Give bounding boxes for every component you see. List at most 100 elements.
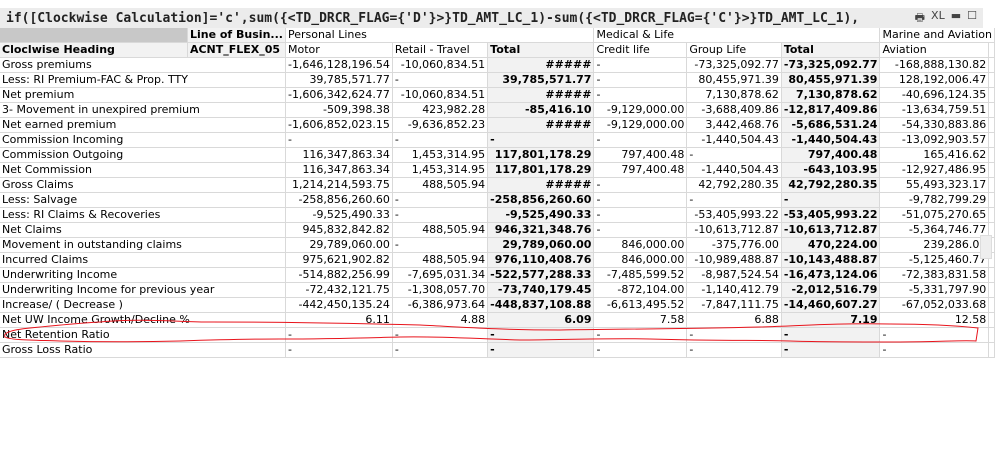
row-label[interactable]: Net Retention Ratio bbox=[0, 327, 286, 343]
row-label[interactable]: Net earned premium bbox=[0, 117, 286, 133]
row-label[interactable]: Gross Claims bbox=[0, 177, 286, 193]
value-cell: -10,060,834.51 bbox=[392, 87, 489, 103]
value-cell: -12,927,486.95 bbox=[879, 162, 990, 178]
value-cell: -375,776.00 bbox=[686, 237, 782, 253]
overflow-cell bbox=[988, 162, 995, 178]
value-cell: 1,453,314.95 bbox=[392, 162, 489, 178]
value-cell: - bbox=[392, 237, 489, 253]
value-cell: - bbox=[593, 87, 688, 103]
table-row: Movement in outstanding claims 29,789,060… bbox=[0, 237, 995, 253]
value-cell: -1,440,504.43 bbox=[686, 132, 782, 148]
value-cell: -72,432,121.75 bbox=[285, 282, 393, 298]
total-cell: 797,400.48 bbox=[781, 147, 881, 163]
row-label[interactable]: Underwriting Income bbox=[0, 267, 286, 283]
table-row: Increase/ ( Decrease ) -442,450,135.24 -6,… bbox=[0, 297, 995, 313]
row-dim-header[interactable]: Cloclwise Heading bbox=[0, 42, 188, 58]
row-label[interactable]: Net Claims bbox=[0, 222, 286, 238]
total-cell: -14,460,607.27 bbox=[781, 297, 881, 313]
total-cell: - bbox=[781, 327, 881, 343]
row-label[interactable]: Increase/ ( Decrease ) bbox=[0, 297, 286, 313]
value-cell: 165,416.62 bbox=[879, 147, 990, 163]
row-label[interactable]: Less: RI Premium-FAC & Prop. TTY bbox=[0, 72, 286, 88]
value-cell: -9,525,490.33 bbox=[285, 207, 393, 223]
value-cell: 80,455,971.39 bbox=[686, 72, 782, 88]
row-label[interactable]: Net Commission bbox=[0, 162, 286, 178]
col-credit-life[interactable]: Credit life bbox=[593, 42, 688, 58]
value-cell: -13,634,759.51 bbox=[879, 102, 990, 118]
value-cell: -9,636,852.23 bbox=[392, 117, 489, 133]
minimize-icon[interactable]: ▬ bbox=[950, 8, 962, 22]
value-cell: -9,129,000.00 bbox=[593, 117, 688, 133]
overflow-cell bbox=[988, 72, 995, 88]
print-icon[interactable]: 🖶 bbox=[914, 10, 926, 24]
value-cell: -1,646,128,196.54 bbox=[285, 57, 393, 73]
col-motor[interactable]: Motor bbox=[285, 42, 393, 58]
chart-title-bar: if([Clockwise Calculation]='c',sum({<TD_… bbox=[0, 8, 983, 28]
total-cell: 80,455,971.39 bbox=[781, 72, 881, 88]
value-cell: 4.88 bbox=[392, 312, 489, 328]
maximize-icon[interactable]: ☐ bbox=[967, 8, 977, 22]
total-cell: 470,224.00 bbox=[781, 237, 881, 253]
value-cell: - bbox=[392, 132, 489, 148]
value-cell: -5,125,460.77 bbox=[879, 252, 990, 268]
value-cell: - bbox=[593, 72, 688, 88]
row-label[interactable]: Net UW Income Growth/Decline % bbox=[0, 312, 286, 328]
total-cell: 7,130,878.62 bbox=[781, 87, 881, 103]
row-label[interactable]: 3- Movement in unexpired premium bbox=[0, 102, 286, 118]
table-row: 3- Movement in unexpired premium -509,398… bbox=[0, 102, 995, 118]
col-aviation[interactable]: Aviation bbox=[879, 42, 990, 58]
value-cell: 846,000.00 bbox=[593, 252, 688, 268]
value-cell: 128,192,006.47 bbox=[879, 72, 990, 88]
value-cell: -73,325,092.77 bbox=[686, 57, 782, 73]
row-label[interactable]: Gross premiums bbox=[0, 57, 286, 73]
row-label[interactable]: Movement in outstanding claims bbox=[0, 237, 286, 253]
value-cell: 55,493,323.17 bbox=[879, 177, 990, 193]
value-cell: - bbox=[392, 327, 489, 343]
total-cell: -12,817,409.86 bbox=[781, 102, 881, 118]
dim-line-of-business[interactable]: Line of Busin... bbox=[187, 28, 286, 43]
row-label[interactable]: Net premium bbox=[0, 87, 286, 103]
group-medical-life[interactable]: Medical & Life bbox=[593, 28, 881, 43]
value-cell: 846,000.00 bbox=[593, 237, 688, 253]
value-cell: -6,386,973.64 bbox=[392, 297, 489, 313]
horizontal-scrollbar[interactable] bbox=[980, 235, 992, 259]
group-personal-lines[interactable]: Personal Lines bbox=[285, 28, 595, 43]
col-retail-travel[interactable]: Retail - Travel bbox=[392, 42, 489, 58]
total-cell: -85,416.10 bbox=[487, 102, 595, 118]
value-cell: -7,695,031.34 bbox=[392, 267, 489, 283]
total-cell: ##### bbox=[487, 177, 595, 193]
value-cell: 488,505.94 bbox=[392, 252, 489, 268]
row-label[interactable]: Less: RI Claims & Recoveries bbox=[0, 207, 286, 223]
export-excel-icon[interactable]: XL bbox=[931, 8, 945, 22]
value-cell: -442,450,135.24 bbox=[285, 297, 393, 313]
total-cell: ##### bbox=[487, 57, 595, 73]
value-cell: 7.58 bbox=[593, 312, 688, 328]
value-cell: -168,888,130.82 bbox=[879, 57, 990, 73]
row-label[interactable]: Incurred Claims bbox=[0, 252, 286, 268]
total-cell: - bbox=[487, 132, 595, 148]
total-cell: -73,325,092.77 bbox=[781, 57, 881, 73]
value-cell: - bbox=[593, 342, 688, 358]
row-label[interactable]: Underwriting Income for previous year bbox=[0, 282, 286, 298]
total-cell: 976,110,408.76 bbox=[487, 252, 595, 268]
table-row: Net Retention Ratio - - - - - - - bbox=[0, 327, 995, 343]
value-cell: - bbox=[392, 192, 489, 208]
value-cell: -258,856,260.60 bbox=[285, 192, 393, 208]
row-label[interactable]: Commission Outgoing bbox=[0, 147, 286, 163]
table-row: Commission Incoming - - - - -1,440,504.43 -1,4… bbox=[0, 132, 995, 148]
value-cell: -9,129,000.00 bbox=[593, 102, 688, 118]
value-cell: 488,505.94 bbox=[392, 222, 489, 238]
value-cell: 975,621,902.82 bbox=[285, 252, 393, 268]
dim-acnt-flex[interactable]: ACNT_FLEX_05 bbox=[187, 42, 286, 58]
row-label[interactable]: Less: Salvage bbox=[0, 192, 286, 208]
group-marine-aviation[interactable]: Marine and Aviation bbox=[879, 28, 995, 43]
value-cell: -7,847,111.75 bbox=[686, 297, 782, 313]
overflow-cell bbox=[988, 192, 995, 208]
value-cell: -5,364,746.77 bbox=[879, 222, 990, 238]
value-cell: 116,347,863.34 bbox=[285, 147, 393, 163]
value-cell: -872,104.00 bbox=[593, 282, 688, 298]
col-group-life[interactable]: Group Life bbox=[686, 42, 782, 58]
row-label[interactable]: Commission Incoming bbox=[0, 132, 286, 148]
row-label[interactable]: Gross Loss Ratio bbox=[0, 342, 286, 358]
table-row: Net Commission 116,347,863.34 1,453,314.95… bbox=[0, 162, 995, 178]
